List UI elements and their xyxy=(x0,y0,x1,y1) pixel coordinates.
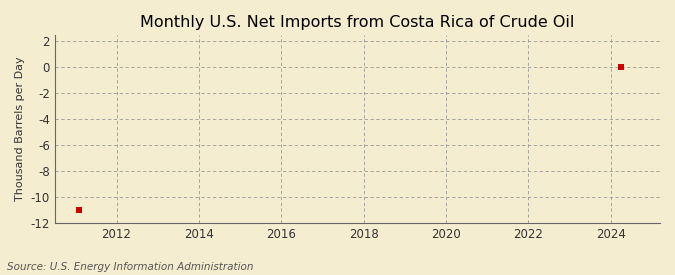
Title: Monthly U.S. Net Imports from Costa Rica of Crude Oil: Monthly U.S. Net Imports from Costa Rica… xyxy=(140,15,574,30)
Y-axis label: Thousand Barrels per Day: Thousand Barrels per Day xyxy=(15,57,25,201)
Text: Source: U.S. Energy Information Administration: Source: U.S. Energy Information Administ… xyxy=(7,262,253,272)
